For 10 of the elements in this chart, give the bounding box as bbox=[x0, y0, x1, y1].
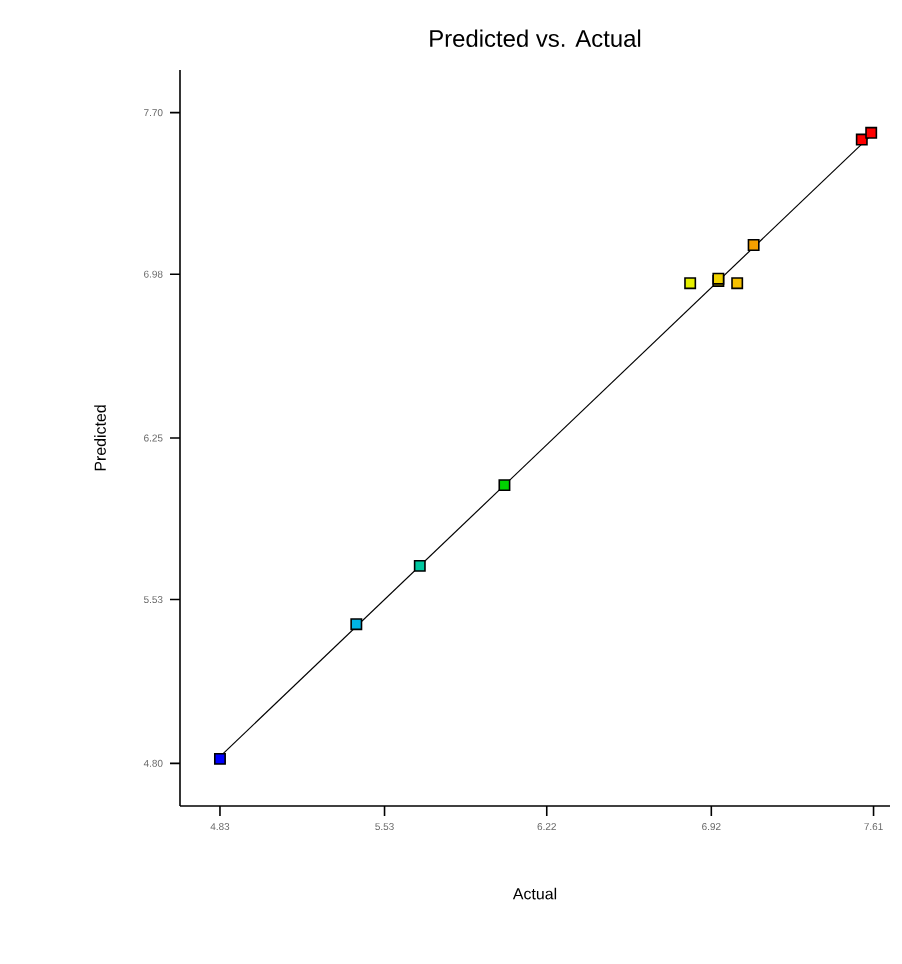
point bbox=[731, 277, 744, 290]
point bbox=[350, 618, 363, 631]
point bbox=[213, 752, 226, 765]
point bbox=[413, 559, 426, 572]
point bbox=[684, 277, 697, 290]
point bbox=[747, 239, 760, 251]
point bbox=[865, 126, 878, 139]
point bbox=[855, 133, 868, 146]
point bbox=[498, 479, 511, 492]
chart-title: Predicted vs. Actual bbox=[430, 29, 641, 47]
